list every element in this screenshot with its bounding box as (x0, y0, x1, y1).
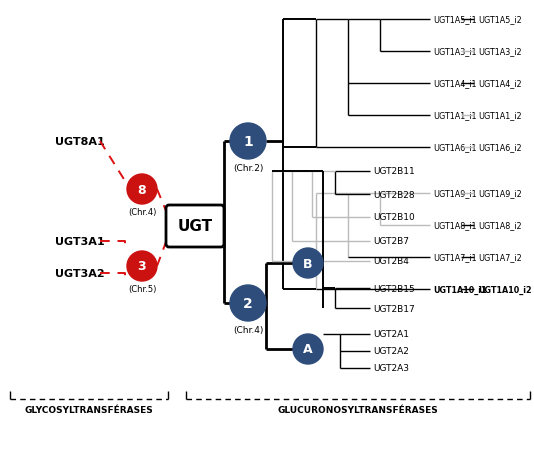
Text: UGT1A1_i2: UGT1A1_i2 (478, 111, 522, 120)
Text: B: B (303, 257, 313, 270)
Text: UGT2B28: UGT2B28 (373, 190, 414, 199)
Text: A: A (303, 343, 313, 356)
Circle shape (230, 285, 266, 321)
Text: UGT1A4_i2: UGT1A4_i2 (478, 79, 522, 88)
Text: UGT1A10_i2: UGT1A10_i2 (478, 285, 532, 294)
Circle shape (293, 249, 323, 278)
Text: 1: 1 (243, 135, 253, 149)
Text: UGT2B7: UGT2B7 (373, 237, 409, 246)
Text: UGT2A1: UGT2A1 (373, 330, 409, 339)
Text: UGT2A2: UGT2A2 (373, 347, 409, 356)
Text: UGT: UGT (177, 219, 213, 234)
Text: UGT1A4_i1: UGT1A4_i1 (433, 79, 476, 88)
Text: UGT8A1: UGT8A1 (55, 137, 105, 147)
Text: 2: 2 (243, 296, 253, 310)
Text: UGT1A9_i1: UGT1A9_i1 (433, 189, 477, 198)
Text: UGT1A9_i2: UGT1A9_i2 (478, 189, 522, 198)
Text: UGT1A7_i2: UGT1A7_i2 (478, 253, 522, 262)
Text: UGT1A7_i1: UGT1A7_i1 (433, 253, 477, 262)
Text: UGT1A5_i2: UGT1A5_i2 (478, 15, 522, 24)
Circle shape (293, 334, 323, 364)
Text: UGT3A1: UGT3A1 (55, 236, 105, 246)
Text: UGT2A3: UGT2A3 (373, 364, 409, 373)
Text: (Chr.5): (Chr.5) (128, 285, 156, 293)
Text: UGT2B17: UGT2B17 (373, 304, 415, 313)
Text: GLUCURONOSYLTRANSFÉRASES: GLUCURONOSYLTRANSFÉRASES (278, 405, 438, 414)
Circle shape (127, 175, 157, 205)
Text: UGT1A8_i1: UGT1A8_i1 (433, 221, 476, 230)
Text: GLYCOSYLTRANSFÉRASES: GLYCOSYLTRANSFÉRASES (25, 405, 153, 414)
Text: UGT3A2: UGT3A2 (55, 268, 105, 278)
Text: UGT2B15: UGT2B15 (373, 284, 415, 293)
Text: UGT2B10: UGT2B10 (373, 213, 415, 222)
Text: UGT2B11: UGT2B11 (373, 167, 415, 176)
Text: UGT1A1_i1: UGT1A1_i1 (433, 111, 476, 120)
Text: UGT1A10_i1: UGT1A10_i1 (433, 285, 486, 294)
Text: UGT1A6_i1: UGT1A6_i1 (433, 143, 476, 152)
Text: UGT2B4: UGT2B4 (373, 257, 409, 266)
Text: (Chr.4): (Chr.4) (233, 325, 263, 334)
Text: 3: 3 (138, 260, 146, 273)
Circle shape (127, 252, 157, 281)
Text: UGT1A3_i1: UGT1A3_i1 (433, 47, 476, 56)
Text: 8: 8 (138, 183, 146, 196)
Text: UGT1A5_i1: UGT1A5_i1 (433, 15, 477, 24)
Text: UGT1A8_i2: UGT1A8_i2 (478, 221, 522, 230)
FancyBboxPatch shape (166, 206, 224, 248)
Text: (Chr.4): (Chr.4) (128, 207, 156, 216)
Text: UGT1A6_i2: UGT1A6_i2 (478, 143, 522, 152)
Circle shape (230, 124, 266, 160)
Text: UGT1A3_i2: UGT1A3_i2 (478, 47, 522, 56)
Text: (Chr.2): (Chr.2) (233, 164, 263, 173)
